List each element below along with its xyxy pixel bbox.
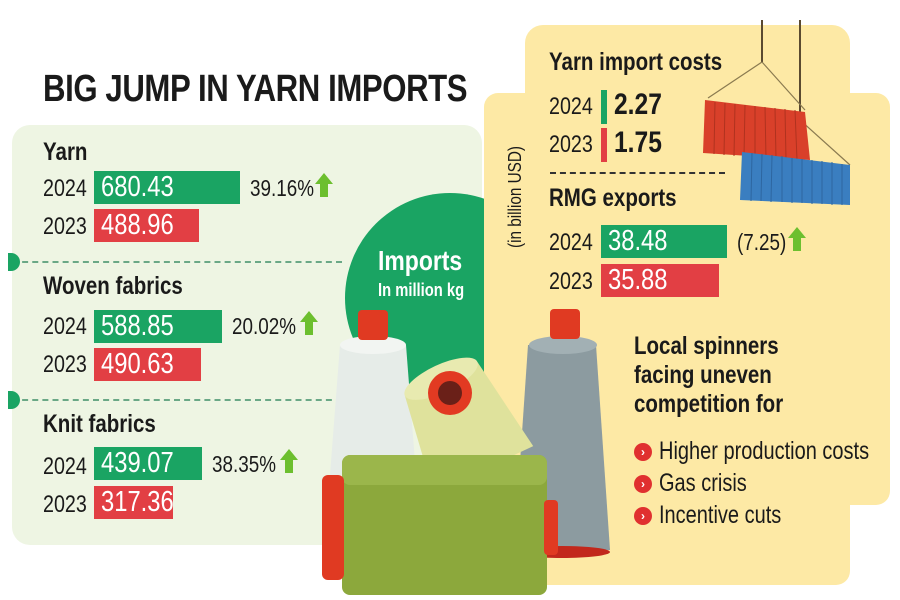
year-label: 2024 bbox=[43, 453, 87, 480]
rmg-exports-title: RMG exports bbox=[549, 184, 677, 212]
year-label: 2024 bbox=[549, 93, 593, 120]
bullet-item: › Incentive cuts bbox=[634, 501, 812, 530]
bar-knit-2024: 439.07 bbox=[94, 447, 202, 480]
bar-yarn-2024: 680.43 bbox=[94, 171, 240, 204]
heading-line: facing uneven bbox=[634, 361, 772, 389]
section-title-knit: Knit fabrics bbox=[43, 410, 156, 438]
indicator-2024 bbox=[601, 90, 607, 124]
change-rmg: (7.25) bbox=[737, 229, 787, 255]
shipping-containers-illustration bbox=[703, 20, 851, 205]
change-knit: 38.35% bbox=[212, 451, 276, 477]
bullet-item: › Higher production costs bbox=[634, 437, 900, 466]
year-label: 2023 bbox=[43, 491, 87, 518]
indicator-2023 bbox=[601, 128, 607, 162]
change-woven: 20.02% bbox=[232, 313, 296, 339]
bar-yarn-2023: 488.96 bbox=[94, 209, 199, 242]
bar-woven-2023: 490.63 bbox=[94, 348, 201, 381]
bar-woven-2024: 588.85 bbox=[94, 310, 222, 343]
up-arrow-icon bbox=[300, 311, 318, 335]
change-yarn: 39.16% bbox=[250, 175, 314, 201]
year-label: 2024 bbox=[43, 313, 87, 340]
heading-line: Local spinners bbox=[634, 332, 779, 360]
chevron-right-icon: › bbox=[634, 506, 652, 525]
divider bbox=[12, 261, 342, 263]
bullet-text: Higher production costs bbox=[659, 437, 870, 465]
spinners-heading: Local spinners facing uneven competition… bbox=[634, 332, 783, 419]
cost-panel bbox=[525, 25, 850, 105]
chevron-right-icon: › bbox=[634, 442, 652, 461]
bullet-text: Incentive cuts bbox=[659, 501, 782, 529]
bar-rmg-2023: 35.88 bbox=[601, 264, 719, 297]
page-title: BIG JUMP IN YARN IMPORTS bbox=[43, 68, 468, 110]
yarn-cost-2024: 2.27 bbox=[614, 88, 662, 121]
heading-line: competition for bbox=[634, 390, 784, 418]
year-label: 2023 bbox=[43, 213, 87, 240]
year-label: 2023 bbox=[43, 351, 87, 378]
year-label: 2024 bbox=[43, 175, 87, 202]
divider bbox=[12, 399, 342, 401]
divider bbox=[550, 172, 725, 174]
thread-spools-illustration bbox=[322, 309, 610, 595]
up-arrow-icon bbox=[788, 227, 806, 251]
year-label: 2023 bbox=[549, 268, 593, 295]
section-title-woven: Woven fabrics bbox=[43, 272, 183, 300]
bullet-item: › Gas crisis bbox=[634, 469, 769, 498]
section-title-yarn: Yarn bbox=[43, 138, 88, 166]
chevron-right-icon: › bbox=[634, 474, 652, 493]
divider-marker bbox=[8, 391, 20, 409]
unit-label: (in billion USD) bbox=[505, 145, 525, 248]
yarn-import-costs-title: Yarn import costs bbox=[549, 48, 723, 76]
bar-knit-2023: 317.36 bbox=[94, 486, 173, 519]
up-arrow-icon bbox=[315, 173, 333, 197]
year-label: 2023 bbox=[549, 131, 593, 158]
divider-marker bbox=[8, 253, 20, 271]
yarn-cost-2023: 1.75 bbox=[614, 126, 662, 159]
year-label: 2024 bbox=[549, 229, 593, 256]
imports-heading: Imports bbox=[378, 245, 463, 276]
bullet-text: Gas crisis bbox=[659, 469, 747, 497]
up-arrow-icon bbox=[280, 449, 298, 473]
bar-rmg-2024: 38.48 bbox=[601, 225, 727, 258]
imports-unit: In million kg bbox=[378, 280, 465, 300]
